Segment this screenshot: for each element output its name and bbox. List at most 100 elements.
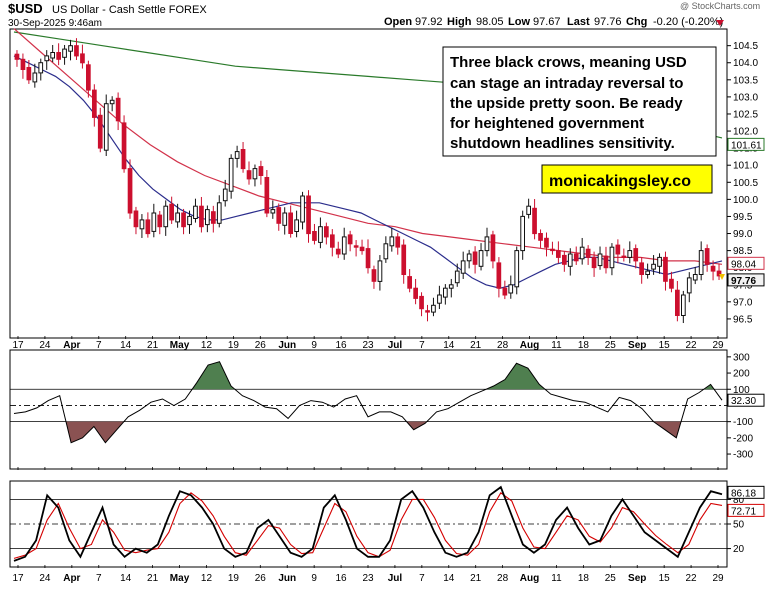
candle-body bbox=[657, 256, 662, 267]
x-axis-label: Aug bbox=[520, 573, 539, 584]
x-axis-label: Sep bbox=[628, 573, 646, 584]
candle-body bbox=[621, 255, 627, 259]
x-axis-label: 26 bbox=[255, 573, 267, 584]
x-axis-label: 11 bbox=[551, 573, 562, 584]
x-axis-label: Sep bbox=[628, 340, 646, 351]
cci-overbought-fill bbox=[703, 384, 715, 390]
candle-body bbox=[133, 210, 139, 228]
high-value: 98.05 bbox=[476, 16, 504, 28]
price-ytick-label: 104.0 bbox=[733, 58, 758, 69]
candle-body bbox=[335, 248, 341, 255]
annotation-line-4: for heightened government bbox=[450, 115, 644, 132]
x-axis-label: Jun bbox=[278, 340, 296, 351]
candle-body bbox=[377, 260, 383, 282]
stoch-value-tag: 72.71 bbox=[731, 506, 756, 517]
candle-body bbox=[97, 114, 103, 149]
candle-body bbox=[633, 248, 639, 262]
candle-body bbox=[121, 122, 127, 170]
candle-body bbox=[389, 236, 395, 247]
x-axis-label: 23 bbox=[362, 573, 374, 584]
x-axis-label: 15 bbox=[659, 573, 671, 584]
candle-body bbox=[686, 277, 692, 294]
candle-body bbox=[425, 310, 430, 313]
candle-body bbox=[615, 244, 621, 255]
candle-body bbox=[437, 294, 442, 304]
candle-body bbox=[675, 289, 680, 317]
last-value: 97.76 bbox=[594, 16, 622, 28]
candle-body bbox=[139, 219, 145, 230]
candle-body bbox=[609, 246, 615, 269]
annotation-line-3: the upside pretty soon. Be ready bbox=[450, 95, 683, 112]
candle-body bbox=[145, 219, 151, 235]
candle-body bbox=[454, 270, 460, 284]
annotation-box bbox=[442, 46, 717, 157]
annotation-line-5: shutdown headlines sensitivity. bbox=[450, 135, 675, 152]
candle-body bbox=[282, 212, 288, 226]
candle-body bbox=[550, 248, 555, 252]
candle-body bbox=[276, 207, 282, 224]
x-axis-label: May bbox=[170, 340, 190, 351]
candle-body bbox=[395, 236, 401, 248]
candle-body bbox=[579, 246, 585, 260]
candle-body bbox=[234, 151, 240, 159]
x-axis-label: 22 bbox=[686, 340, 698, 351]
price-ytick-label: 103.5 bbox=[733, 75, 758, 86]
x-axis-label: 19 bbox=[228, 573, 240, 584]
candle-body bbox=[199, 205, 204, 228]
price-plot bbox=[13, 28, 723, 324]
candle-body bbox=[556, 250, 561, 258]
last-price-marker-icon bbox=[719, 274, 725, 280]
chg-label: Chg bbox=[626, 16, 647, 28]
x-axis-label: 28 bbox=[497, 573, 509, 584]
x-axis-label: 22 bbox=[686, 573, 698, 584]
candle-body bbox=[228, 157, 234, 192]
stoch-k-line bbox=[13, 485, 723, 562]
x-axis-label: 19 bbox=[228, 340, 240, 351]
candle-body bbox=[704, 248, 710, 265]
candle-body bbox=[318, 226, 323, 243]
x-axis-label: May bbox=[170, 573, 190, 584]
x-axis-label: 28 bbox=[497, 340, 509, 351]
x-axis-label: 16 bbox=[336, 340, 348, 351]
candle-body bbox=[359, 246, 365, 252]
x-axis-label: 25 bbox=[605, 340, 617, 351]
stoch-value-tag-box bbox=[727, 503, 765, 517]
cci-oversold-fill bbox=[406, 421, 427, 430]
candle-body bbox=[597, 253, 603, 267]
open-value: 97.92 bbox=[415, 16, 443, 28]
candle-body bbox=[353, 245, 359, 248]
candle-body bbox=[508, 284, 514, 294]
candle-body bbox=[270, 209, 276, 214]
x-axis-label: 14 bbox=[443, 340, 455, 351]
candle-body bbox=[520, 215, 525, 252]
candle-body bbox=[573, 253, 579, 262]
x-axis-label: 7 bbox=[96, 340, 102, 351]
price-value-tag: 97.76 bbox=[731, 276, 756, 287]
stoch-ytick-label: 50 bbox=[733, 520, 745, 531]
candle-body bbox=[74, 45, 79, 57]
brand-box bbox=[541, 164, 713, 194]
candle-body bbox=[710, 265, 716, 272]
price-ytick-label: 96.5 bbox=[733, 314, 753, 325]
x-axis-label: 17 bbox=[12, 340, 24, 351]
candle-body bbox=[603, 255, 609, 269]
candle-body bbox=[490, 234, 496, 262]
candle-body bbox=[645, 270, 650, 276]
price-ytick-label: 100.5 bbox=[733, 178, 758, 189]
candle-body bbox=[44, 55, 50, 62]
cci-overbought-fill bbox=[486, 363, 545, 390]
price-ytick-label: 97.0 bbox=[733, 297, 753, 308]
candle-body bbox=[216, 202, 222, 224]
candle-body bbox=[163, 205, 169, 228]
symbol: $USD bbox=[8, 1, 43, 16]
chg-value: -0.20 (-0.20%) bbox=[653, 16, 723, 28]
candle-body bbox=[80, 53, 85, 64]
candle-body bbox=[222, 188, 228, 202]
candle-body bbox=[115, 97, 121, 122]
watermark: @ StockCharts.com bbox=[680, 1, 760, 11]
candle-body bbox=[14, 53, 20, 60]
candle-body bbox=[413, 287, 418, 299]
candle-body bbox=[383, 243, 389, 260]
